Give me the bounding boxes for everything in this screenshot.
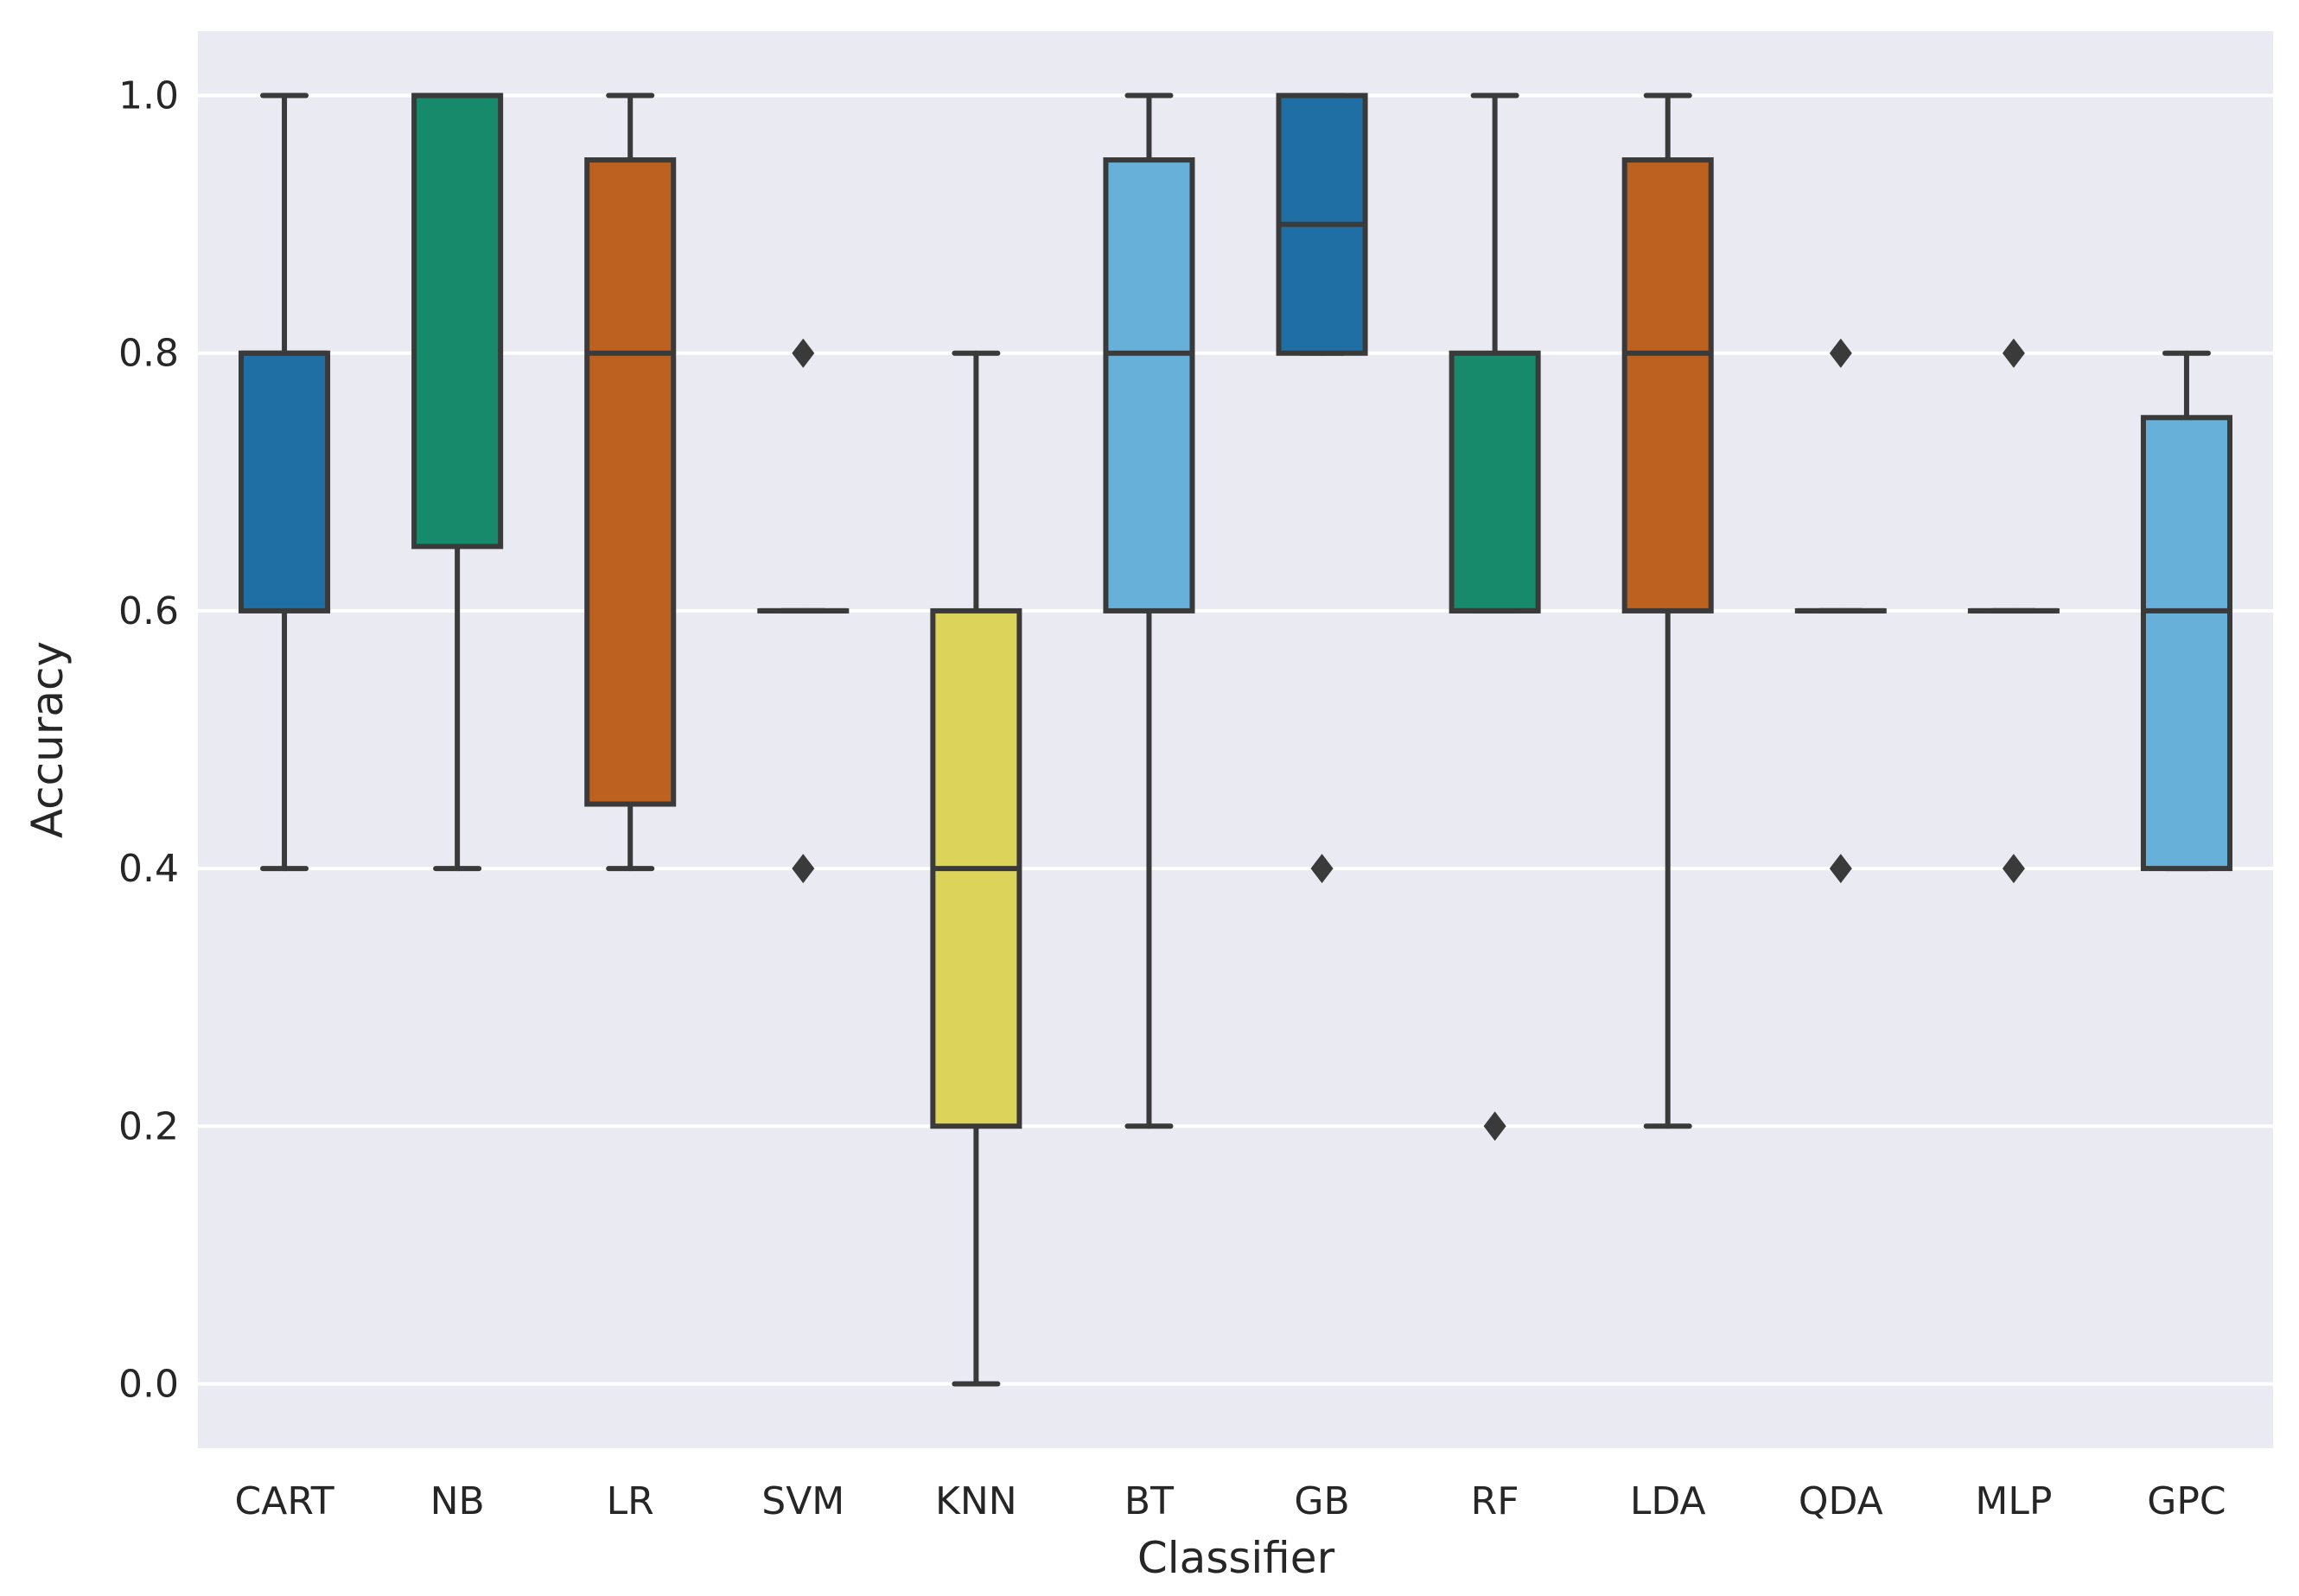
box-mlp	[1967, 338, 2060, 884]
y-tick-labels: 0.0 0.2 0.4 0.6 0.8 1.0	[118, 74, 179, 1407]
iqr-box	[2140, 415, 2232, 872]
box-gb	[1276, 92, 1368, 884]
outlier-point	[792, 338, 815, 368]
outlier-point	[1483, 1111, 1506, 1141]
x-tick-label-qda: QDA	[1799, 1479, 1883, 1523]
grid-lines	[198, 93, 2273, 1386]
x-tick-label-cart: CART	[235, 1479, 334, 1523]
box-gpc	[2140, 350, 2232, 872]
outlier-point	[792, 854, 815, 884]
iqr-box	[411, 92, 504, 550]
y-tick-label: 0.4	[118, 847, 179, 891]
x-tick-label-lr: LR	[607, 1479, 654, 1523]
x-tick-label-lda: LDA	[1630, 1479, 1706, 1523]
iqr-box	[239, 350, 331, 614]
y-tick-label: 0.8	[118, 332, 179, 376]
box-svm	[757, 338, 850, 884]
iqr-box	[1103, 157, 1195, 614]
x-tick-label-gpc: GPC	[2147, 1479, 2226, 1523]
box-rf	[1449, 92, 1541, 1141]
y-tick-label: 1.0	[118, 74, 179, 118]
outlier-point	[2002, 338, 2025, 368]
box-qda	[1794, 338, 1887, 884]
x-tick-label-nb: NB	[430, 1479, 485, 1523]
box-lr	[584, 92, 677, 872]
outlier-point	[1829, 338, 1852, 368]
y-axis-label: Accuracy	[22, 641, 73, 838]
x-tick-label-rf: RF	[1471, 1479, 1519, 1523]
outlier-point	[2002, 854, 2025, 884]
box-lda	[1621, 92, 1714, 1129]
y-tick-label: 0.6	[118, 589, 179, 633]
outlier-point	[1310, 854, 1334, 884]
boxes	[239, 92, 2232, 1387]
outlier-point	[1829, 854, 1852, 884]
box-cart	[239, 92, 331, 872]
box-bt	[1103, 92, 1195, 1129]
iqr-box	[1449, 350, 1541, 614]
x-tick-label-knn: KNN	[935, 1479, 1017, 1523]
box-knn	[930, 350, 1022, 1387]
box-nb	[411, 92, 504, 872]
iqr-box	[584, 157, 677, 807]
plot-background	[198, 31, 2273, 1448]
x-tick-labels: CART NB LR SVM KNN BT GB RF LDA QDA MLP GPC	[235, 1479, 2226, 1523]
x-tick-label-bt: BT	[1124, 1479, 1174, 1523]
x-tick-label-svm: SVM	[761, 1479, 844, 1523]
x-axis-label: Classifier	[1137, 1533, 1335, 1583]
iqr-box	[1621, 157, 1714, 614]
x-tick-label-gb: GB	[1294, 1479, 1349, 1523]
x-tick-label-mlp: MLP	[1975, 1479, 2052, 1523]
y-tick-label: 0.2	[118, 1104, 179, 1148]
y-tick-label: 0.0	[118, 1362, 179, 1406]
